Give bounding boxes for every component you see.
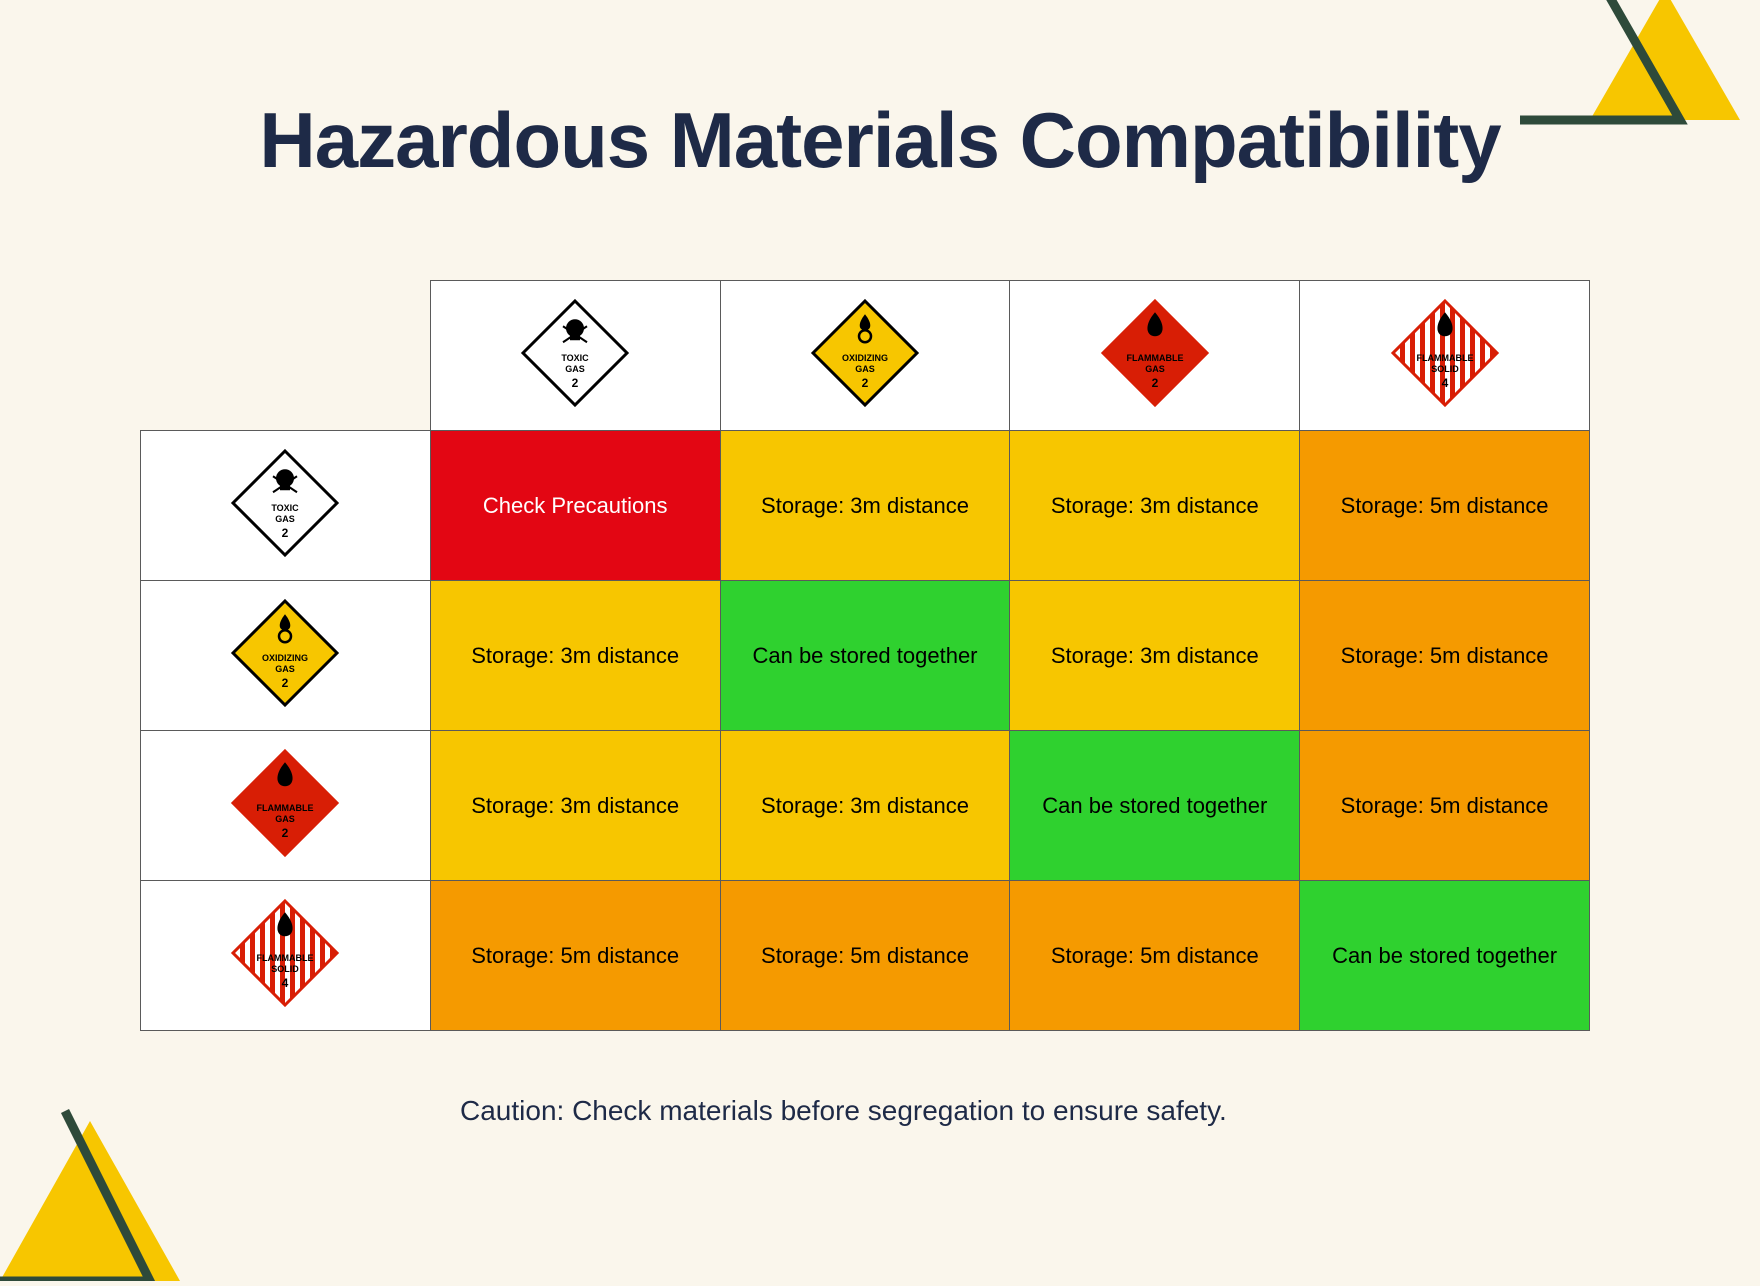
compat-cell: Storage: 3m distance (1010, 431, 1300, 581)
svg-text:4: 4 (282, 976, 289, 990)
compat-cell-text: Can be stored together (1332, 943, 1557, 968)
svg-text:FLAMMABLE: FLAMMABLE (1416, 353, 1473, 363)
oxidizing-gas-2-icon: OXIDIZING GAS 2 (230, 598, 340, 714)
compat-cell: Storage: 5m distance (1300, 431, 1590, 581)
compat-cell: Can be stored together (1300, 881, 1590, 1031)
compat-cell-text: Storage: 5m distance (1051, 943, 1259, 968)
compat-cell: Can be stored together (720, 581, 1010, 731)
svg-text:FLAMMABLE: FLAMMABLE (257, 953, 314, 963)
compat-cell-text: Storage: 3m distance (1051, 643, 1259, 668)
svg-text:GAS: GAS (276, 664, 296, 674)
compat-cell-text: Storage: 3m distance (471, 643, 679, 668)
svg-text:2: 2 (1151, 376, 1158, 390)
svg-text:GAS: GAS (276, 814, 296, 824)
svg-text:2: 2 (862, 376, 869, 390)
compat-cell: Can be stored together (1010, 731, 1300, 881)
compat-cell-text: Can be stored together (1042, 793, 1267, 818)
compat-cell-text: Storage: 3m distance (761, 493, 969, 518)
compat-cell: Storage: 5m distance (430, 881, 720, 1031)
flammable-solid-4-icon: FLAMMABLE SOLID 4 (230, 898, 340, 1014)
compat-cell-text: Storage: 3m distance (1051, 493, 1259, 518)
svg-text:SOLID: SOLID (272, 964, 300, 974)
compat-cell-text: Storage: 5m distance (1341, 493, 1549, 518)
svg-text:FLAMMABLE: FLAMMABLE (257, 803, 314, 813)
row-header-toxic-gas-2: TOXIC GAS 2 (141, 431, 431, 581)
row-header-oxidizing-gas-2: OXIDIZING GAS 2 (141, 581, 431, 731)
compat-cell-text: Storage: 3m distance (761, 793, 969, 818)
row-header-flammable-gas-2: FLAMMABLE GAS 2 (141, 731, 431, 881)
compat-cell: Storage: 5m distance (720, 881, 1010, 1031)
svg-text:TOXIC: TOXIC (272, 503, 300, 513)
toxic-gas-icon: TOXIC GAS 2 (520, 298, 630, 414)
svg-text:OXIDIZING: OXIDIZING (842, 353, 888, 363)
compat-cell: Storage: 3m distance (720, 431, 1010, 581)
svg-text:SOLID: SOLID (1431, 364, 1459, 374)
compat-cell: Storage: 5m distance (1010, 881, 1300, 1031)
flammable-gas-icon: FLAMMABLE GAS 2 (1100, 298, 1210, 414)
col-header-toxic-gas: TOXIC GAS 2 (430, 281, 720, 431)
svg-text:OXIDIZING: OXIDIZING (262, 653, 308, 663)
oxidizing-gas-icon: OXIDIZING GAS 2 (810, 298, 920, 414)
decoration-triangle-bottom-left (0, 1081, 240, 1286)
compat-cell-text: Storage: 5m distance (471, 943, 679, 968)
svg-text:2: 2 (282, 826, 289, 840)
toxic-gas-2-icon: TOXIC GAS 2 (230, 448, 340, 564)
compat-cell: Storage: 3m distance (430, 581, 720, 731)
caption-text: Caution: Check materials before segregat… (460, 1095, 1227, 1127)
table-corner-cell (141, 281, 431, 431)
svg-text:TOXIC: TOXIC (562, 353, 590, 363)
compat-cell-text: Storage: 3m distance (471, 793, 679, 818)
table-row: FLAMMABLE GAS 2 Storage: 3m distance Stor… (141, 731, 1590, 881)
col-header-flammable-gas: FLAMMABLE GAS 2 (1010, 281, 1300, 431)
table-row: OXIDIZING GAS 2 Storage: 3m distance Can … (141, 581, 1590, 731)
svg-text:GAS: GAS (855, 364, 875, 374)
svg-text:2: 2 (282, 676, 289, 690)
compat-cell: Check Precautions (430, 431, 720, 581)
svg-text:GAS: GAS (276, 514, 296, 524)
svg-text:4: 4 (1441, 376, 1448, 390)
compat-cell: Storage: 5m distance (1300, 581, 1590, 731)
compat-cell-text: Storage: 5m distance (761, 943, 969, 968)
svg-text:2: 2 (282, 526, 289, 540)
svg-text:GAS: GAS (1145, 364, 1165, 374)
compat-cell: Storage: 3m distance (1010, 581, 1300, 731)
flammable-gas-2-icon: FLAMMABLE GAS 2 (230, 748, 340, 864)
table-row: FLAMMABLE SOLID 4 Storage: 5m distance St… (141, 881, 1590, 1031)
compat-cell-text: Storage: 5m distance (1341, 793, 1549, 818)
col-header-flammable-solid: FLAMMABLE SOLID 4 (1300, 281, 1590, 431)
compatibility-table-container: TOXIC GAS 2 OXIDIZING GAS 2 FLAMMABLE GA… (140, 280, 1590, 1031)
row-header-flammable-solid-4: FLAMMABLE SOLID 4 (141, 881, 431, 1031)
svg-text:GAS: GAS (565, 364, 585, 374)
compat-cell: Storage: 5m distance (1300, 731, 1590, 881)
compat-cell-text: Check Precautions (483, 493, 668, 518)
compat-cell: Storage: 3m distance (430, 731, 720, 881)
svg-text:2: 2 (572, 376, 579, 390)
compat-cell-text: Can be stored together (752, 643, 977, 668)
flammable-solid-icon: FLAMMABLE SOLID 4 (1390, 298, 1500, 414)
table-row: TOXIC GAS 2 Check Precautions Storage: 3m… (141, 431, 1590, 581)
svg-text:FLAMMABLE: FLAMMABLE (1126, 353, 1183, 363)
table-body: TOXIC GAS 2 Check Precautions Storage: 3m… (141, 431, 1590, 1031)
compat-cell-text: Storage: 5m distance (1341, 643, 1549, 668)
decoration-triangle-top-right (1480, 0, 1740, 145)
col-header-oxidizing-gas: OXIDIZING GAS 2 (720, 281, 1010, 431)
compat-cell: Storage: 3m distance (720, 731, 1010, 881)
compatibility-table: TOXIC GAS 2 OXIDIZING GAS 2 FLAMMABLE GA… (140, 280, 1590, 1031)
